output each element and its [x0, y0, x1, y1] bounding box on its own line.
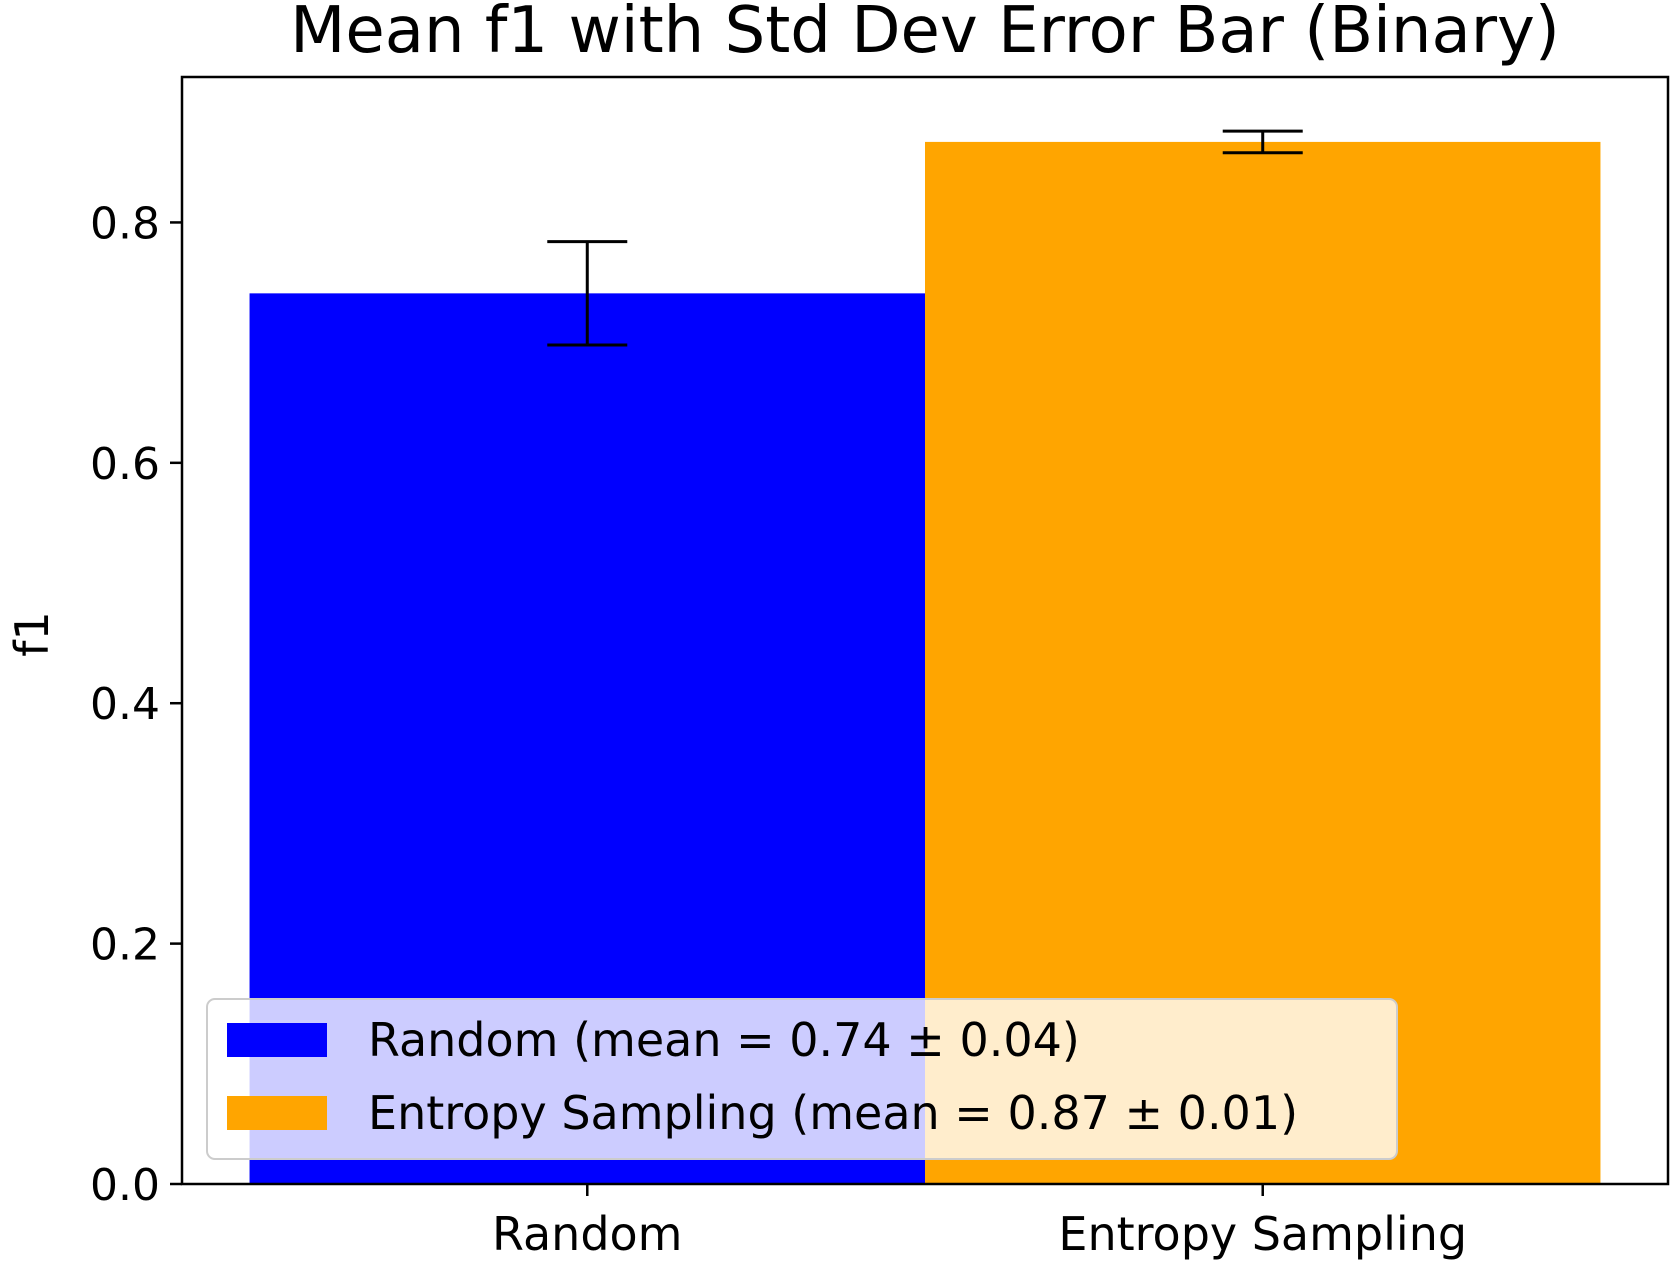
- error-bar: [547, 240, 628, 347]
- legend: Random (mean = 0.74 ± 0.04) Entropy Sampl…: [206, 998, 1398, 1160]
- y-tick-label: 0.6: [90, 439, 160, 490]
- y-tick-label: 0.4: [90, 679, 160, 730]
- y-tick-label: 0.2: [90, 920, 160, 971]
- error-bar: [1222, 129, 1303, 155]
- legend-label: Entropy Sampling (mean = 0.87 ± 0.01): [368, 1086, 1298, 1140]
- y-tick-label: 0.0: [90, 1160, 160, 1211]
- legend-label: Random (mean = 0.74 ± 0.04): [368, 1013, 1080, 1067]
- y-axis-ticks: 0.0 0.2 0.4 0.6 0.8: [90, 198, 182, 1211]
- x-axis-ticks: Random Entropy Sampling: [492, 1184, 1467, 1261]
- y-axis-label: f1: [5, 611, 59, 656]
- plot-area-frame: [180, 75, 1670, 1186]
- legend-swatch: [227, 1096, 327, 1130]
- legend-swatch: [227, 1023, 327, 1057]
- chart-title: Mean f1 with Std Dev Error Bar (Binary): [290, 0, 1560, 68]
- legend-box: [206, 998, 1398, 1160]
- x-tick-label: Entropy Sampling: [1058, 1207, 1467, 1261]
- error-bars-group: [547, 129, 1303, 347]
- y-tick-label: 0.8: [90, 198, 160, 249]
- x-tick-label: Random: [492, 1207, 682, 1261]
